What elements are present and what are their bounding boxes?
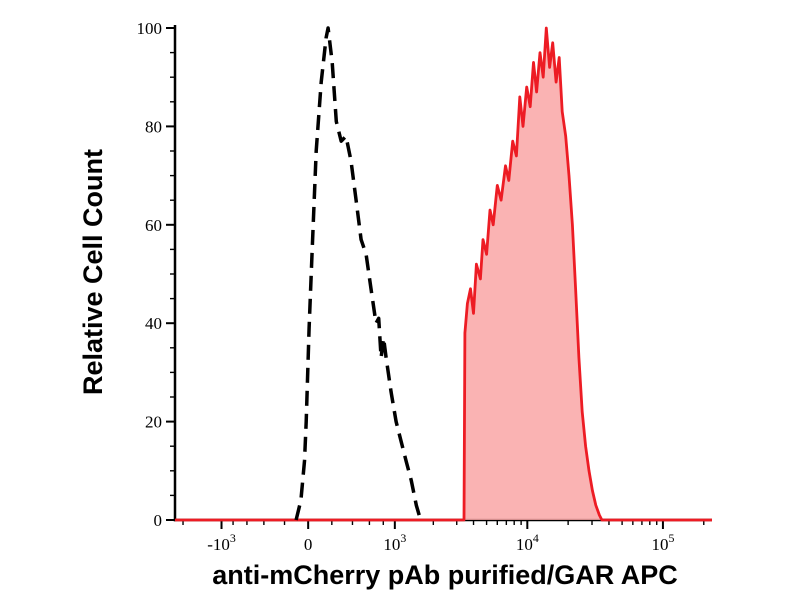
y-tick-label: 80 xyxy=(145,117,162,136)
control-curve xyxy=(294,26,423,521)
x-tick-label: 105 xyxy=(651,531,674,554)
y-tick-label: 100 xyxy=(137,19,163,38)
x-tick-label: -103 xyxy=(207,531,236,554)
x-tick-label: 103 xyxy=(383,531,406,554)
x-axis-label: anti-mCherry pAb purified/GAR APC xyxy=(212,560,678,590)
y-tick-label: 60 xyxy=(145,216,162,235)
y-tick-label: 20 xyxy=(145,413,162,432)
y-tick-label: 40 xyxy=(145,314,162,333)
x-tick-label: 0 xyxy=(304,535,313,554)
y-tick-label: 0 xyxy=(154,511,163,530)
y-axis-label: Relative Cell Count xyxy=(78,148,108,396)
stained-curve xyxy=(175,26,712,522)
stained-fill xyxy=(175,28,712,520)
x-tick-label: 104 xyxy=(516,531,539,554)
